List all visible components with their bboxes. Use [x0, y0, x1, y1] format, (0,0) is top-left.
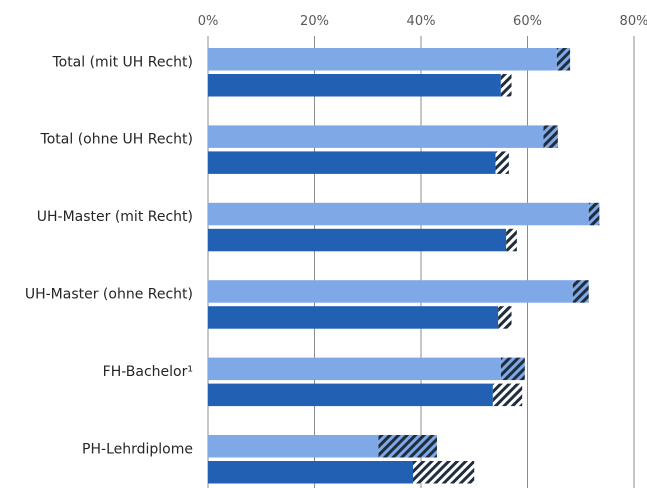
category-label: Total (ohne UH Recht) — [40, 132, 193, 148]
x-tick-label: 60% — [513, 14, 542, 29]
bar-hatched-segment — [500, 74, 512, 97]
gridlines — [207, 36, 635, 488]
y-axis: Total (mit UH Recht) Total (ohne UH Recht… — [25, 54, 193, 457]
bar-hatched-segment — [588, 202, 600, 226]
bar — [208, 461, 414, 484]
bar — [208, 228, 507, 252]
x-tick-label: 20% — [300, 14, 329, 29]
x-axis: 0% 20% 40% 60% 80% — [198, 14, 647, 29]
x-tick-label: 40% — [407, 14, 436, 29]
x-tick-label: 0% — [198, 14, 219, 29]
category-label: UH-Master (ohne Recht) — [25, 286, 193, 302]
bar — [208, 435, 379, 458]
bar-hatched-segment — [556, 48, 571, 71]
bar-hatched-segment — [572, 280, 589, 303]
category-label: PH-Lehrdiplome — [82, 441, 193, 457]
category-label: Total (mit UH Recht) — [51, 54, 193, 70]
bar-hatched-segment — [500, 357, 525, 381]
bar — [208, 383, 493, 407]
bar-hatched-segment — [498, 306, 512, 329]
bar-hatched-segment — [506, 228, 517, 252]
bar-hatched-segment — [413, 461, 475, 484]
x-tick-label: 80% — [620, 14, 647, 29]
bar — [208, 74, 501, 97]
bar — [208, 125, 544, 148]
bar-hatched-segment — [543, 125, 558, 148]
bar-hatched-segment — [378, 435, 437, 458]
bar-hatched-segment — [492, 383, 523, 407]
category-label: FH-Bachelor¹ — [103, 364, 193, 380]
bar — [208, 202, 589, 226]
bar — [208, 151, 496, 174]
category-label: UH-Master (mit Recht) — [37, 209, 193, 225]
bars — [208, 48, 600, 484]
bar — [208, 306, 499, 329]
bar-hatched-segment — [495, 151, 509, 174]
bar — [208, 357, 501, 381]
bar — [208, 48, 557, 71]
bar — [208, 280, 573, 303]
